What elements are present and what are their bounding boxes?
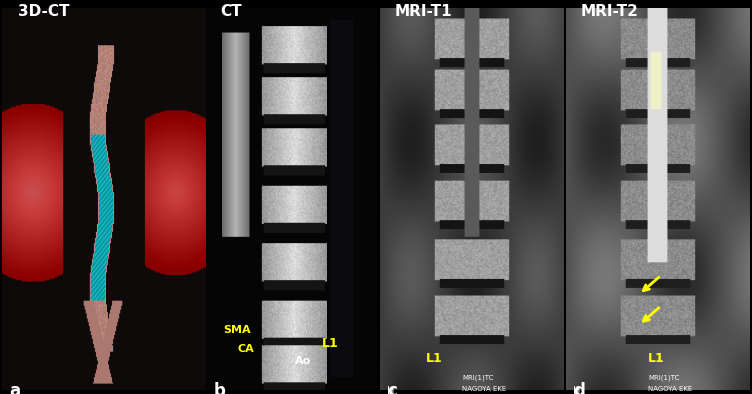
Text: MRI(1)TC: MRI(1)TC <box>462 375 494 381</box>
Text: NAGOYA EKE: NAGOYA EKE <box>462 386 507 392</box>
Text: L1: L1 <box>648 352 665 365</box>
Text: L1: L1 <box>426 352 442 365</box>
Text: a: a <box>10 383 21 394</box>
Text: MRI(1)TC: MRI(1)TC <box>648 375 680 381</box>
Text: MRI-T1: MRI-T1 <box>395 4 452 19</box>
Text: 3D-CT: 3D-CT <box>18 4 69 19</box>
Text: MRI-T2: MRI-T2 <box>581 4 638 19</box>
Text: H: H <box>387 386 395 394</box>
Text: H: H <box>573 386 581 394</box>
Text: CT: CT <box>220 4 242 19</box>
Text: Ao: Ao <box>295 356 311 366</box>
Text: b: b <box>214 383 226 394</box>
Text: SMA: SMA <box>224 325 251 335</box>
Text: d: d <box>573 383 585 394</box>
Text: NAGOYA EKE: NAGOYA EKE <box>648 386 693 392</box>
Text: c: c <box>387 383 397 394</box>
Text: CA: CA <box>238 344 254 354</box>
Text: L1: L1 <box>322 336 338 349</box>
